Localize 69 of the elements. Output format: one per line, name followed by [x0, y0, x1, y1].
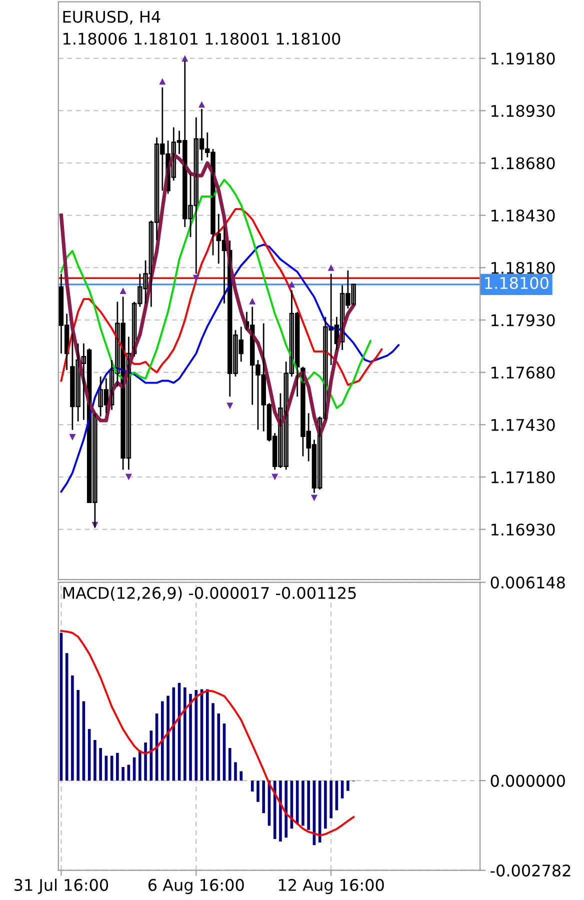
x-tick-label: 12 Aug 16:00	[278, 878, 384, 894]
line-series	[60, 244, 400, 493]
bar	[76, 690, 80, 781]
point	[198, 101, 206, 108]
point	[120, 287, 126, 294]
bar	[206, 689, 209, 781]
bar	[99, 748, 102, 781]
y-tick-label: 0.000000	[490, 774, 565, 787]
line-series	[60, 630, 355, 836]
point	[226, 402, 234, 410]
bar	[262, 780, 266, 814]
bar	[183, 687, 186, 781]
bar	[189, 694, 192, 781]
point	[288, 281, 295, 288]
x-tick-label: 31 Jul 16:00	[14, 878, 108, 894]
chart-title: MACD(12,26,9) -0.000017 -0.001125	[63, 586, 356, 601]
y-tick-label: 1.17430	[492, 418, 555, 431]
y-tick-label: 1.18430	[492, 210, 555, 222]
y-tick-label: 0.006148	[490, 576, 565, 589]
bar	[110, 756, 114, 781]
bar	[250, 780, 254, 792]
point	[159, 78, 166, 85]
bar	[279, 780, 282, 842]
bar	[217, 713, 220, 781]
bar	[172, 687, 176, 781]
bar	[284, 780, 288, 838]
y-tick-label: 1.17180	[492, 471, 555, 484]
x-tick-label: 6 Aug 16:00	[148, 878, 244, 894]
bar	[273, 780, 276, 839]
point	[249, 298, 256, 304]
point	[328, 264, 334, 271]
bar	[256, 780, 260, 802]
bar	[161, 701, 164, 781]
bar	[144, 742, 147, 781]
bar	[116, 752, 119, 781]
bar	[228, 748, 232, 781]
bar	[138, 750, 142, 781]
ref-line-label: 1.18100	[485, 276, 548, 290]
y-tick-label: 1.19180	[492, 52, 555, 65]
point	[125, 474, 132, 480]
bar	[234, 762, 237, 781]
point	[272, 474, 278, 480]
point	[69, 434, 76, 440]
y-tick-label: 1.16930	[492, 524, 555, 536]
bar	[166, 696, 170, 781]
bar	[71, 675, 74, 781]
y-tick-label: 1.18930	[492, 104, 555, 117]
bar	[346, 780, 350, 791]
bar	[324, 780, 327, 829]
y-tick-label: 1.17680	[492, 366, 555, 379]
y-tick-label: 1.17930	[492, 314, 555, 326]
text: 1.18006 1.18101 1.18001 1.18100	[64, 32, 340, 45]
point	[192, 274, 200, 282]
y-tick-label: 1.18680	[492, 157, 555, 170]
bar	[302, 780, 304, 826]
bar	[104, 756, 108, 781]
bar	[307, 780, 310, 830]
line-series	[60, 178, 372, 409]
bar	[240, 771, 243, 781]
point	[310, 494, 318, 502]
bar	[122, 767, 124, 781]
bar	[330, 780, 332, 818]
bar	[212, 703, 214, 781]
chart-title: EURUSD, H4	[63, 10, 160, 24]
y-tick-label: -0.002782	[490, 864, 570, 877]
bar	[340, 780, 344, 798]
bar	[194, 690, 198, 781]
bar	[94, 740, 96, 781]
y-tick-label: 1.18180	[492, 262, 555, 274]
